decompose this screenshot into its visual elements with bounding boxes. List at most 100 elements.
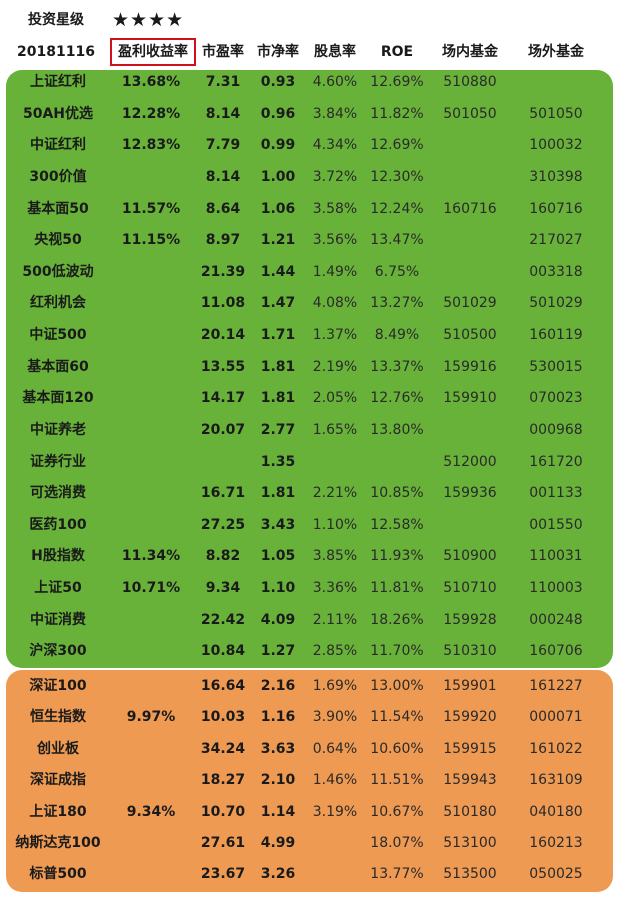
table-row: 50AH优选 12.28% 8.14 0.96 3.84% 11.82% 501050 501…	[0, 99, 621, 130]
rating-row: 投资星级 ★★★★	[0, 6, 621, 34]
cell-earnings-yield	[104, 636, 198, 667]
cell-dividend-yield: 2.85%	[312, 643, 358, 660]
cell-otc-fund: 161720	[529, 453, 583, 470]
cell-earnings-yield: 9.97%	[126, 709, 176, 726]
cell-pb: 3.63	[260, 740, 296, 757]
cell-dividend-yield	[306, 447, 364, 478]
cell-earnings-yield	[104, 257, 198, 288]
cell-earnings-yield	[104, 352, 198, 383]
table-row: 证券行业 1.35 512000 161720	[0, 447, 621, 478]
cell-index-name: 创业板	[37, 740, 79, 757]
cell-index-name: 标普500	[29, 866, 87, 883]
cell-exchange-fund: 160716	[443, 200, 497, 217]
cell-index-name: 红利机会	[30, 295, 86, 312]
cell-pb: 4.09	[260, 611, 296, 628]
cell-exchange-fund: 159920	[443, 709, 497, 726]
cell-pb: 1.27	[260, 643, 296, 660]
cell-index-name: 沪深300	[29, 643, 87, 660]
cell-roe: 13.77%	[370, 866, 424, 883]
cell-exchange-fund: 159916	[443, 358, 497, 375]
cell-exchange-fund: 510880	[443, 74, 497, 90]
table-row: 上证180 9.34% 10.70 1.14 3.19% 10.67% 510180 0401…	[0, 797, 621, 828]
cell-roe: 11.93%	[370, 548, 424, 565]
rating-label: 投资星级	[28, 12, 84, 28]
cell-earnings-yield	[104, 510, 198, 541]
cell-index-name: 500低波动	[22, 263, 94, 280]
cell-pe: 20.07	[200, 421, 246, 438]
cell-dividend-yield: 2.05%	[312, 390, 358, 407]
table-row: 基本面50 11.57% 8.64 1.06 3.58% 12.24% 160716 1607…	[0, 194, 621, 225]
cell-pe: 8.82	[205, 548, 241, 565]
table-row: 央视50 11.15% 8.97 1.21 3.56% 13.47% 217027	[0, 225, 621, 256]
table-row: 基本面120 14.17 1.81 2.05% 12.76% 159910 070023	[0, 383, 621, 414]
cell-earnings-yield: 11.57%	[121, 200, 181, 217]
cell-index-name: 深证100	[29, 678, 87, 694]
cell-earnings-yield	[104, 734, 198, 765]
cell-otc-fund: 000071	[529, 709, 583, 726]
cell-index-name: 医药100	[29, 516, 87, 533]
cell-dividend-yield: 3.19%	[312, 803, 358, 820]
cell-otc-fund	[514, 67, 598, 98]
cell-dividend-yield: 3.56%	[312, 232, 358, 249]
cell-dividend-yield: 1.69%	[312, 678, 358, 694]
cell-exchange-fund: 510180	[443, 803, 497, 820]
header-exchange-fund: 场内基金	[442, 44, 498, 60]
table-row: 中证消费 22.42 4.09 2.11% 18.26% 159928 000248	[0, 605, 621, 636]
table-row: 中证500 20.14 1.71 1.37% 8.49% 510500 160119	[0, 320, 621, 351]
cell-earnings-yield	[104, 383, 198, 414]
cell-otc-fund: 160119	[529, 327, 583, 344]
cell-dividend-yield: 4.08%	[312, 295, 358, 312]
cell-otc-fund: 161227	[529, 678, 583, 694]
cell-roe: 13.47%	[370, 232, 424, 249]
cell-roe: 12.24%	[370, 200, 424, 217]
cell-pb: 0.96	[260, 105, 296, 122]
cell-otc-fund: 530015	[529, 358, 583, 375]
cell-exchange-fund: 159910	[443, 390, 497, 407]
cell-earnings-yield: 12.83%	[121, 137, 181, 154]
cell-pe: 7.79	[205, 137, 241, 154]
cell-pe: 27.25	[200, 516, 246, 533]
cell-otc-fund: 000248	[529, 611, 583, 628]
cell-dividend-yield: 4.34%	[312, 137, 358, 154]
cell-pe: 10.70	[200, 803, 246, 820]
cell-pe	[197, 447, 249, 478]
cell-roe: 11.82%	[370, 105, 424, 122]
cell-otc-fund: 160213	[529, 835, 583, 851]
cell-index-name: 中证养老	[30, 421, 86, 438]
cell-index-name: 央视50	[34, 232, 82, 249]
cell-pe: 8.97	[205, 232, 241, 249]
cell-otc-fund: 501029	[529, 295, 583, 312]
cell-index-name: H股指数	[31, 548, 85, 565]
cell-index-name: 证券行业	[30, 453, 86, 470]
cell-dividend-yield: 1.37%	[312, 327, 358, 344]
table-row: 纳斯达克100 27.61 4.99 18.07% 513100 160213	[0, 828, 621, 859]
table-row: 医药100 27.25 3.43 1.10% 12.58% 001550	[0, 510, 621, 541]
cell-index-name: 基本面50	[27, 200, 89, 217]
cell-earnings-yield: 11.34%	[121, 548, 181, 565]
cell-pb: 1.06	[260, 200, 296, 217]
cell-otc-fund: 110031	[529, 548, 583, 565]
cell-index-name: 上证红利	[30, 74, 86, 90]
cell-exchange-fund: 159943	[443, 772, 497, 789]
cell-pe: 18.27	[200, 772, 246, 789]
cell-pb: 2.10	[260, 772, 296, 789]
cell-pb: 1.21	[260, 232, 296, 249]
cell-pe: 7.31	[205, 74, 241, 90]
cell-roe: 10.85%	[370, 485, 424, 502]
cell-pe: 10.84	[200, 643, 246, 660]
cell-otc-fund: 100032	[529, 137, 583, 154]
cell-pb: 1.05	[260, 548, 296, 565]
cell-roe: 11.54%	[370, 709, 424, 726]
cell-exchange-fund: 513100	[443, 835, 497, 851]
cell-exchange-fund: 159915	[443, 740, 497, 757]
cell-otc-fund: 501050	[529, 105, 583, 122]
cell-otc-fund: 003318	[529, 263, 583, 280]
cell-otc-fund: 310398	[529, 168, 583, 185]
cell-exchange-fund: 159901	[443, 678, 497, 694]
cell-pb: 1.14	[260, 803, 296, 820]
cell-pb: 0.93	[260, 74, 296, 90]
cell-pb: 1.71	[260, 327, 296, 344]
cell-pe: 10.03	[200, 709, 246, 726]
cell-roe: 11.51%	[370, 772, 424, 789]
table-row: 标普500 23.67 3.26 13.77% 513500 050025	[0, 859, 621, 890]
